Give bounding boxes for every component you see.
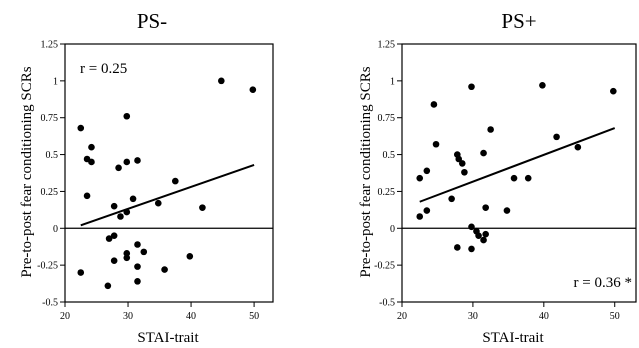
x-tick-label: 50 (610, 311, 620, 322)
data-point (432, 140, 440, 148)
data-point (461, 168, 468, 176)
data-point (117, 213, 124, 220)
data-point (553, 133, 560, 141)
data-point (416, 213, 424, 220)
data-point (430, 101, 438, 108)
data-point (140, 248, 148, 256)
y-tick-label: -0.5 (379, 298, 395, 309)
y-tick-label: 1 (53, 76, 58, 87)
data-point (468, 245, 475, 253)
data-point (123, 254, 131, 262)
data-point (88, 158, 95, 166)
y-tick-label: -0.25 (374, 261, 395, 272)
x-tick-label: 20 (397, 311, 407, 322)
data-point (610, 87, 617, 95)
x-tick-label: 30 (468, 311, 478, 322)
data-point (524, 174, 532, 182)
data-point (105, 235, 113, 242)
data-point (458, 160, 466, 167)
data-point (172, 177, 179, 185)
data-point (154, 199, 162, 207)
data-point (110, 257, 118, 265)
data-point (104, 282, 112, 290)
y-tick-label: 1.25 (41, 40, 59, 51)
data-point (83, 192, 91, 200)
data-point (503, 207, 511, 214)
panel-ps-minus: PS- Pre-to-post fear conditioning SCRs S… (19, 9, 274, 346)
x-tick-label: 20 (60, 311, 70, 322)
data-point (423, 167, 431, 175)
plot-frame (401, 43, 637, 303)
data-point (487, 126, 494, 133)
y-tick-label: -0.25 (37, 261, 58, 272)
data-point (134, 278, 141, 285)
data-point (123, 158, 131, 166)
data-point (468, 83, 475, 91)
data-point (480, 236, 487, 244)
data-point (110, 232, 118, 239)
data-point (77, 124, 85, 132)
plot-frame (64, 43, 274, 303)
data-point (134, 241, 141, 248)
y-tick-label: 0 (390, 224, 395, 235)
data-point (454, 244, 461, 251)
data-point (539, 81, 546, 89)
data-point (199, 204, 206, 211)
data-point (475, 232, 482, 239)
y-tick-label: 0.75 (41, 113, 59, 124)
plot-marks: -0.5 -0.25 0 0.25 0.5 0.75 1 1.25 20 30 40 50 (374, 40, 636, 322)
data-point (88, 143, 95, 151)
x-axis-label: STAI-trait (482, 330, 544, 346)
data-point (129, 195, 137, 203)
data-point (448, 195, 455, 203)
x-tick-label: 50 (249, 311, 259, 322)
correlation-annotation: r = 0.25 (80, 61, 127, 77)
plot-marks: -0.5 -0.25 0 0.25 0.5 0.75 1 1.25 20 30 40 50 (37, 40, 273, 322)
data-point (161, 266, 168, 273)
x-tick-label: 40 (539, 311, 549, 322)
data-point (482, 204, 489, 211)
y-tick-label: 1 (390, 76, 395, 87)
data-point (110, 202, 118, 210)
y-tick-label: 0.25 (41, 187, 59, 198)
regression-line (419, 127, 616, 203)
y-tick-label: 0 (53, 224, 58, 235)
x-axis-label: STAI-trait (137, 330, 199, 346)
y-tick-label: -0.5 (42, 298, 58, 309)
y-tick-label: 0.5 (46, 150, 59, 161)
data-point (482, 230, 489, 238)
data-point (123, 208, 131, 216)
y-tick-label: 0.25 (378, 187, 396, 198)
data-point (134, 157, 141, 164)
data-point (468, 223, 475, 231)
data-point (423, 207, 431, 214)
data-point (510, 174, 518, 182)
y-tick-label: 1.25 (378, 40, 396, 51)
data-point (77, 269, 85, 276)
panel-ps-plus: PS+ Pre-to-post fear conditioning SCRs S… (358, 9, 637, 346)
x-tick-label: 40 (186, 311, 196, 322)
chart-title: PS+ (501, 9, 536, 33)
y-tick-label: 0.5 (383, 150, 396, 161)
data-point (574, 143, 582, 151)
data-point (123, 112, 131, 120)
y-axis-label: Pre-to-post fear conditioning SCRs (19, 66, 35, 277)
y-axis-label: Pre-to-post fear conditioning SCRs (358, 66, 374, 277)
data-point (134, 263, 141, 270)
x-tick-label: 30 (123, 311, 133, 322)
y-tick-label: 0.75 (378, 113, 396, 124)
data-point (186, 252, 194, 260)
data-point (218, 77, 225, 85)
data-point (249, 86, 257, 94)
data-point (416, 174, 424, 182)
chart-title: PS- (137, 9, 167, 33)
data-point (115, 164, 122, 172)
correlation-annotation: r = 0.36 * (574, 275, 632, 291)
regression-line (80, 163, 255, 227)
data-point (455, 155, 463, 163)
data-point (480, 149, 487, 157)
